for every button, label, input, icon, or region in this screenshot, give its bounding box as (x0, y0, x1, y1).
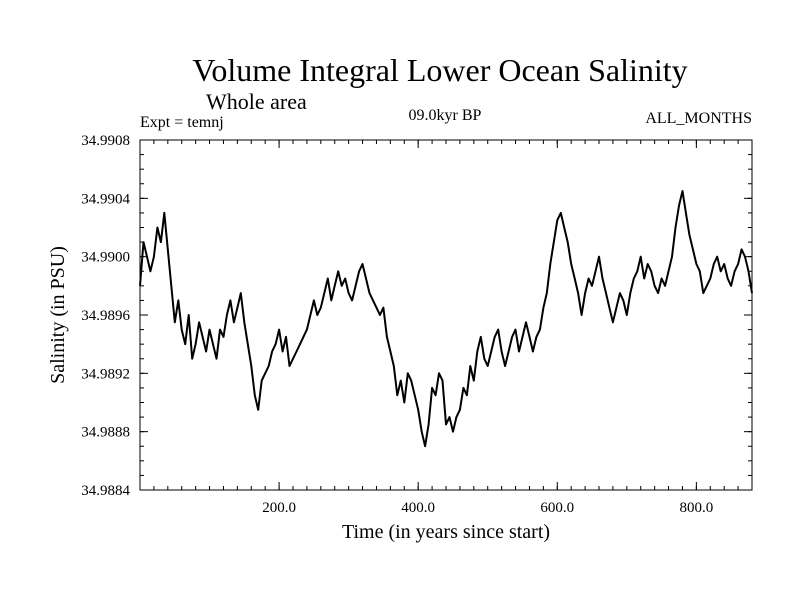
x-tick-label: 400.0 (401, 500, 435, 516)
y-tick-label: 34.9896 (81, 308, 130, 324)
x-tick-label: 800.0 (679, 500, 713, 516)
y-tick-label: 34.9908 (81, 133, 130, 149)
x-axis-label: Time (in years since start) (342, 521, 550, 543)
months-label: ALL_MONTHS (645, 110, 752, 127)
y-tick-label: 34.9892 (81, 366, 130, 382)
y-axis-label: Salinity (in PSU) (47, 246, 69, 384)
chart-title: Volume Integral Lower Ocean Salinity (192, 52, 688, 88)
y-tick-label: 34.9884 (81, 483, 130, 499)
y-tick-label: 34.9904 (81, 191, 130, 207)
chart-subtitle: Whole area (206, 89, 307, 114)
experiment-label: Expt = temnj (140, 114, 224, 131)
axes: 34.9884 34.9888 34.9892 34.9896 34.9900 34.99… (81, 133, 752, 516)
y-tick-label: 34.9900 (81, 250, 130, 266)
x-tick-label: 600.0 (540, 500, 574, 516)
y-tick-label: 34.9888 (81, 425, 130, 441)
x-tick-label: 200.0 (262, 500, 296, 516)
period-label: 09.0kyr BP (408, 107, 482, 124)
salinity-series-line (139, 190, 753, 448)
